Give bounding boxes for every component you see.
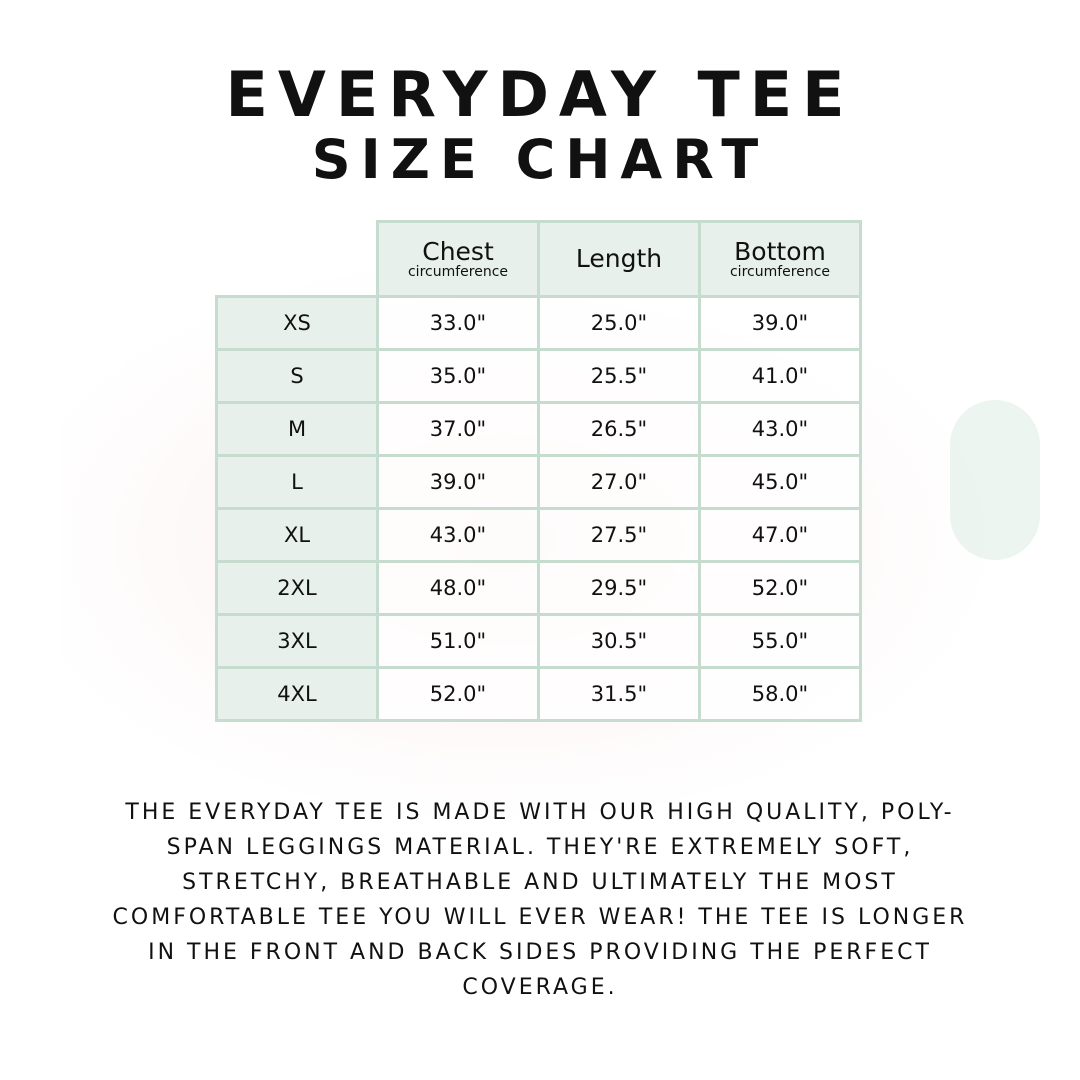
measurement-cell: 43.0" bbox=[698, 401, 862, 457]
header-bottom: Bottom circumference bbox=[698, 220, 862, 298]
header-label: Chest bbox=[422, 236, 494, 266]
table-row: L 39.0" 27.0" 45.0" bbox=[215, 454, 862, 510]
table-row: S 35.0" 25.5" 41.0" bbox=[215, 348, 862, 404]
header-label: Length bbox=[575, 243, 663, 273]
measurement-cell: 47.0" bbox=[698, 507, 862, 563]
header-label: Bottom bbox=[734, 236, 826, 266]
measurement-cell: 51.0" bbox=[376, 613, 540, 669]
measurement-cell: 29.5" bbox=[537, 560, 701, 616]
measurement-cell: 26.5" bbox=[537, 401, 701, 457]
size-label: S bbox=[215, 348, 379, 404]
table-row: 4XL 52.0" 31.5" 58.0" bbox=[215, 666, 862, 722]
measurement-cell: 43.0" bbox=[376, 507, 540, 563]
table-header-row: Chest circumference Length Bottom circumfe… bbox=[217, 220, 862, 298]
measurement-cell: 52.0" bbox=[376, 666, 540, 722]
measurement-cell: 25.0" bbox=[537, 295, 701, 351]
product-description: The Everyday Tee is made with our high q… bbox=[112, 800, 968, 1000]
size-label: XS bbox=[215, 295, 379, 351]
measurement-cell: 45.0" bbox=[698, 454, 862, 510]
size-label: 3XL bbox=[215, 613, 379, 669]
size-label: XL bbox=[215, 507, 379, 563]
header-length: Length bbox=[537, 220, 701, 298]
measurement-cell: 27.0" bbox=[537, 454, 701, 510]
page-title: EVERYDAY TEE bbox=[225, 58, 855, 131]
measurement-cell: 52.0" bbox=[698, 560, 862, 616]
measurement-cell: 39.0" bbox=[376, 454, 540, 510]
size-label: M bbox=[215, 401, 379, 457]
header-sublabel: circumference bbox=[407, 263, 509, 280]
measurement-cell: 27.5" bbox=[537, 507, 701, 563]
header-corner bbox=[217, 222, 378, 297]
measurement-cell: 37.0" bbox=[376, 401, 540, 457]
size-label: 2XL bbox=[215, 560, 379, 616]
measurement-cell: 58.0" bbox=[698, 666, 862, 722]
size-chart-table: Chest circumference Length Bottom circumfe… bbox=[215, 220, 862, 722]
measurement-cell: 30.5" bbox=[537, 613, 701, 669]
measurement-cell: 39.0" bbox=[698, 295, 862, 351]
measurement-cell: 41.0" bbox=[698, 348, 862, 404]
header-sublabel: circumference bbox=[729, 263, 831, 280]
page-subtitle: SIZE CHART bbox=[311, 128, 769, 191]
measurement-cell: 55.0" bbox=[698, 613, 862, 669]
size-label: L bbox=[215, 454, 379, 510]
measurement-cell: 35.0" bbox=[376, 348, 540, 404]
size-label: 4XL bbox=[215, 666, 379, 722]
header-chest: Chest circumference bbox=[376, 220, 540, 298]
table-row: 3XL 51.0" 30.5" 55.0" bbox=[215, 613, 862, 669]
measurement-cell: 33.0" bbox=[376, 295, 540, 351]
table-row: 2XL 48.0" 29.5" 52.0" bbox=[215, 560, 862, 616]
table-row: XL 43.0" 27.5" 47.0" bbox=[215, 507, 862, 563]
measurement-cell: 25.5" bbox=[537, 348, 701, 404]
cactus-illustration bbox=[950, 400, 1040, 560]
measurement-cell: 31.5" bbox=[537, 666, 701, 722]
table-row: M 37.0" 26.5" 43.0" bbox=[215, 401, 862, 457]
measurement-cell: 48.0" bbox=[376, 560, 540, 616]
table-row: XS 33.0" 25.0" 39.0" bbox=[215, 295, 862, 351]
